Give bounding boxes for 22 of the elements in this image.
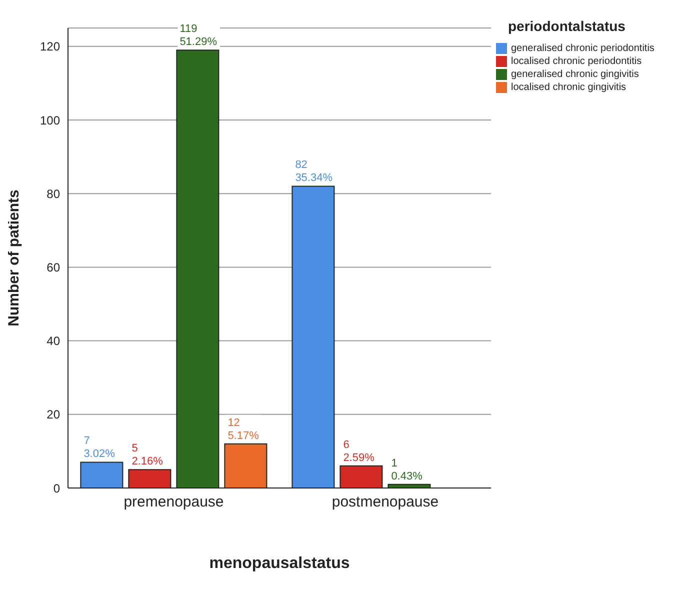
y-tick-label: 60: [46, 260, 60, 274]
x-tick-label: premenopause: [124, 494, 224, 511]
y-tick-label: 100: [40, 113, 60, 128]
data-label: 119 51.29%: [180, 23, 218, 48]
legend-label: localised chronic gingivitis: [511, 82, 626, 93]
data-label: 7 3.02%: [84, 435, 116, 460]
data-label: 6 2.59%: [343, 438, 375, 464]
data-label: 82 35.34%: [295, 159, 333, 184]
legend-title: periodontalstatus: [508, 18, 626, 34]
legend-label: localised chronic periodontitis: [511, 56, 642, 67]
y-tick-label: 40: [46, 334, 60, 348]
y-tick-label: 120: [40, 40, 60, 54]
x-tick-label: postmenopause: [332, 494, 439, 511]
x-axis-title: menopausalstatus: [209, 555, 350, 572]
data-label: 1 0.43%: [391, 457, 423, 482]
y-tick-label: 0: [53, 481, 60, 496]
data-label: 5 2.16%: [132, 442, 164, 468]
legend-label: generalised chronic gingivitis: [511, 69, 639, 80]
data-label: 12 5.17%: [228, 416, 260, 442]
y-tick-label: 80: [46, 186, 60, 201]
y-tick-label: 20: [46, 408, 60, 422]
legend-label: generalised chronic periodontitis: [511, 43, 654, 54]
